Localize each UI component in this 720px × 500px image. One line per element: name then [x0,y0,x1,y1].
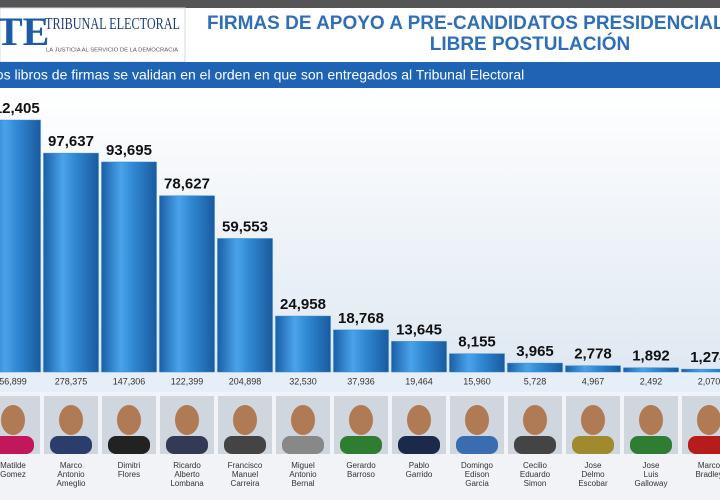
logo-initials: TE [0,9,49,54]
value-label: 8,155 [458,334,496,351]
photo-shirt [224,436,266,454]
value-label: 1,274 [690,349,720,366]
value-label: 1,892 [632,348,670,365]
secondary-label: 5,728 [524,376,547,386]
candidate-name: Gerardo Barroso [346,461,376,479]
secondary-label: 37,936 [347,376,375,386]
secondary-label: 147,306 [113,376,146,386]
logo-name: TRIBUNAL ELECTORAL [45,14,180,33]
photo-face [581,405,605,435]
value-label: 112,405 [0,100,40,117]
secondary-label: 4,967 [582,376,605,386]
bar [623,367,679,373]
bar [217,238,273,373]
note: Los libros de firmas se validan en el or… [0,67,524,83]
photo-face [117,405,141,435]
candidate-name: Matilde Gomez [0,461,26,479]
secondary-label: 2,492 [640,376,663,386]
bar [565,365,621,373]
bar [159,195,215,373]
bar [43,152,99,373]
bar [333,329,389,373]
photo-face [291,405,315,435]
bar [681,368,720,373]
photo-shirt [108,436,150,454]
photo-face [233,405,257,435]
photo-face [1,405,25,435]
photo-face [523,405,547,435]
candidate-name: Ricardo Alberto Lombana [170,461,204,488]
photo-face [349,405,373,435]
candidate-name: Domingo Edison Garcia [461,461,494,488]
secondary-label: 19,464 [405,376,433,386]
value-label: 3,965 [516,343,554,360]
photo-shirt [630,436,672,454]
logo-motto: LA JUSTICIA AL SERVICIO DE LA DEMOCRACIA [46,47,179,53]
photo-face [59,405,83,435]
value-label: 2,778 [574,346,612,363]
candidate-name: Jose Luis Galloway [635,461,668,488]
secondary-label: 2,070 [698,376,720,386]
value-label: 93,695 [106,142,152,159]
value-label: 18,768 [338,310,384,327]
photo-shirt [50,436,92,454]
photo-shirt [282,436,324,454]
logo-box [0,7,186,63]
photo-face [697,405,720,435]
photo-face [639,405,663,435]
photo-shirt [456,436,498,454]
chart-title: FIRMAS DE APOYO A PRE-CANDIDATOS PRESIDE… [207,13,720,34]
bar [391,341,447,373]
bar [0,119,41,373]
candidate-name: Francisco Manuel Carreira [228,461,263,488]
top-bar [0,0,720,8]
bar [275,315,331,373]
photo-shirt [572,436,614,454]
secondary-strip [0,372,720,392]
value-label: 78,627 [164,176,210,193]
candidate-name: Cecilio Eduardo Simon [520,461,551,488]
secondary-label: 15,960 [463,376,491,386]
secondary-label: 122,399 [171,376,204,386]
bar [507,362,563,373]
bar [449,353,505,373]
photo-shirt [166,436,208,454]
photo-shirt [398,436,440,454]
candidate-name: Dimitri Flores [118,461,141,479]
candidate-name: Marco Antonio Ameglio [57,461,86,488]
photo-shirt [514,436,556,454]
photo-shirt [0,436,34,454]
photo-face [407,405,431,435]
secondary-label: 56,899 [0,376,27,386]
photo-shirt [340,436,382,454]
value-label: 13,645 [396,321,442,338]
photo-face [465,405,489,435]
secondary-label: 204,898 [229,376,262,386]
candidate-name: Jose Delmo Escobar [578,461,608,488]
photo-face [175,405,199,435]
secondary-label: 32,530 [289,376,317,386]
value-label: 97,637 [48,133,94,150]
photo-shirt [688,436,720,454]
note-strip [0,62,720,88]
candidate-name: Miguel Antonio Bernal [289,461,317,488]
secondary-label: 278,375 [55,376,88,386]
value-label: 59,553 [222,218,268,235]
chart-subtitle: LIBRE POSTULACIÓN [430,33,631,55]
candidate-name: Pablo Garrido [406,461,433,479]
value-label: 24,958 [280,296,326,313]
candidate-name: Marco Bradley [695,461,720,479]
bar [101,161,157,373]
